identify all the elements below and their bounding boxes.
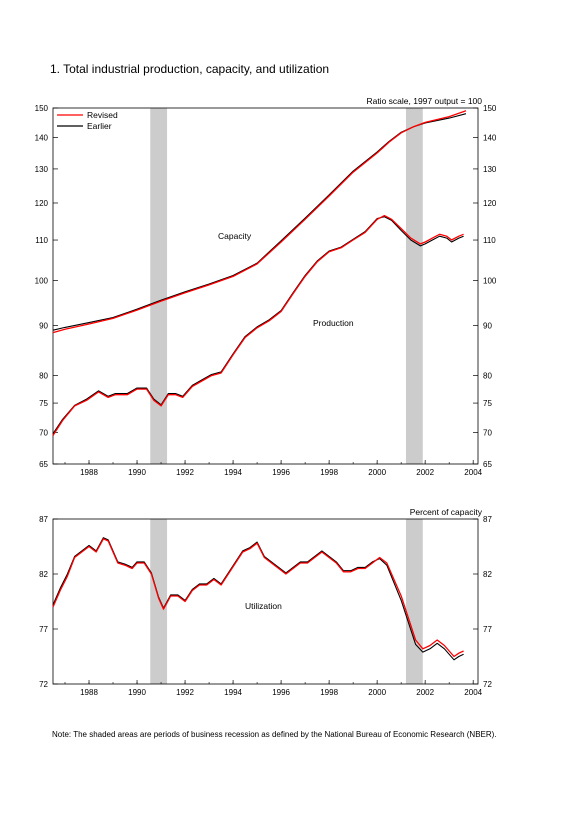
chart-production-capacity: 65 65 70 70 75 75 80 80 90 90 100 100 110 110 120 120 13… [35, 96, 497, 477]
chart-subtitle: Ratio scale, 1997 output = 100 [366, 96, 482, 106]
x-tick-label: 1996 [272, 468, 290, 477]
y-tick-label-right: 140 [483, 133, 497, 142]
x-tick-label: 2000 [368, 688, 386, 697]
y-tick-label-left: 100 [35, 277, 49, 286]
y-tick-label-right: 80 [483, 372, 492, 381]
series-line-capacity-revised [52, 110, 467, 334]
series-line-utilization-revised [52, 538, 464, 658]
x-tick-label: 1988 [80, 688, 98, 697]
recession-band-1 [150, 108, 168, 464]
x-tick-label: 1994 [224, 688, 242, 697]
footnote: Note: The shaded areas are periods of bu… [52, 730, 497, 739]
y-tick-label-right: 110 [483, 236, 496, 245]
x-tick-label: 2004 [464, 688, 482, 697]
series-line-production-earlier [52, 216, 464, 435]
recession-band-2 [405, 108, 423, 464]
y-tick-label-left: 90 [39, 321, 48, 330]
recession-band-1 [150, 519, 168, 684]
y-tick-label-left: 77 [39, 625, 48, 634]
y-tick-label-left: 110 [35, 236, 48, 245]
y-tick-label-left: 65 [39, 460, 48, 469]
y-tick-label-right: 65 [483, 460, 492, 469]
x-tick-label: 1992 [176, 468, 194, 477]
y-tick-label-right: 82 [483, 570, 492, 579]
series-line-production-revised [52, 214, 464, 436]
y-tick-label-left: 82 [39, 570, 48, 579]
y-tick-label-left: 140 [35, 133, 49, 142]
x-tick-label: 1992 [176, 688, 194, 697]
legend-label-earlier: Earlier [87, 121, 112, 131]
y-tick-label-left: 130 [35, 165, 49, 174]
y-tick-label-left: 80 [39, 372, 48, 381]
y-tick-label-right: 77 [483, 625, 492, 634]
series-label-capacity: Capacity [218, 231, 252, 241]
y-tick-label-right: 100 [483, 277, 497, 286]
x-tick-label: 1994 [224, 468, 242, 477]
figure-title: 1. Total industrial production, capacity… [50, 62, 329, 76]
x-tick-label: 1996 [272, 688, 290, 697]
recession-band-2 [405, 519, 423, 684]
y-tick-label-left: 70 [39, 428, 48, 437]
y-tick-label-right: 70 [483, 428, 492, 437]
y-tick-label-left: 120 [35, 199, 49, 208]
x-tick-label: 2004 [464, 468, 482, 477]
y-tick-label-right: 72 [483, 680, 492, 689]
series-line-capacity-earlier [52, 113, 467, 331]
plot-frame [52, 518, 479, 685]
plot-frame [52, 107, 479, 465]
y-tick-label-left: 87 [39, 515, 48, 524]
x-tick-label: 2002 [416, 468, 434, 477]
y-tick-label-right: 75 [483, 399, 492, 408]
series-label-utilization: Utilization [245, 601, 282, 611]
x-tick-label: 1998 [320, 468, 338, 477]
x-tick-label: 1990 [128, 468, 146, 477]
x-tick-label: 1998 [320, 688, 338, 697]
y-tick-label-right: 120 [483, 199, 497, 208]
chart-subtitle: Percent of capacity [410, 507, 483, 517]
legend-label-revised: Revised [87, 110, 118, 120]
y-tick-label-right: 150 [483, 104, 497, 113]
x-tick-label: 2000 [368, 468, 386, 477]
x-tick-label: 1990 [128, 688, 146, 697]
y-tick-label-right: 130 [483, 165, 497, 174]
y-tick-label-right: 90 [483, 321, 492, 330]
x-tick-label: 1988 [80, 468, 98, 477]
chart-utilization: 72 72 77 77 82 82 87 87 1988 1990 1992 1994 1996 1998… [39, 507, 492, 697]
series-label-production: Production [313, 318, 354, 328]
y-tick-label-right: 87 [483, 515, 492, 524]
y-tick-label-left: 75 [39, 399, 48, 408]
y-tick-label-left: 150 [35, 104, 49, 113]
x-tick-label: 2002 [416, 688, 434, 697]
y-tick-label-left: 72 [39, 680, 48, 689]
